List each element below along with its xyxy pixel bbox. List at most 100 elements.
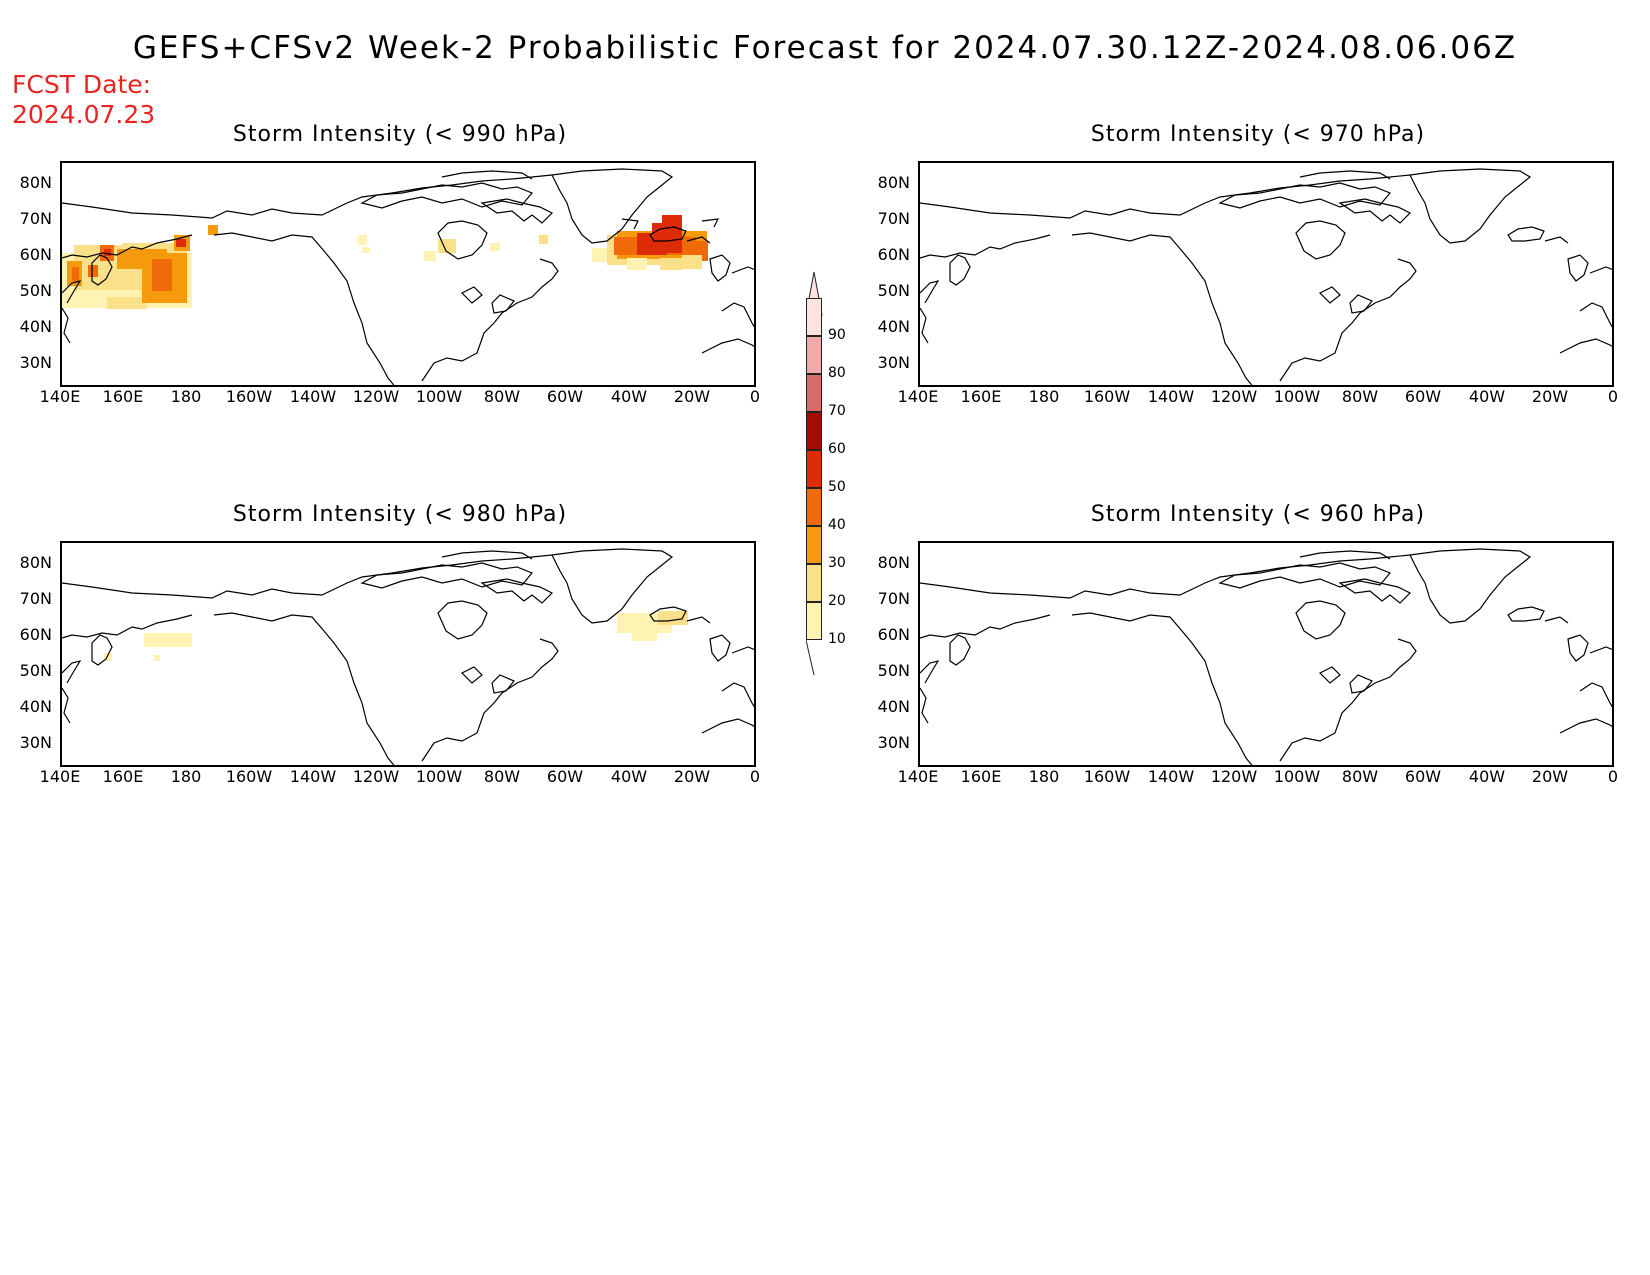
lon-label: 60W [1404,767,1442,786]
colorbar-segment [806,450,822,488]
lat-label: 30N [19,733,52,752]
colorbar-segment [806,336,822,374]
lon-label: 80W [483,387,521,406]
lon-label: 120W [352,767,400,786]
panel-970hpa: Storm Intensity (< 970 hPa) [858,122,1650,406]
lat-label: 40N [19,317,52,336]
colorbar-segment [806,374,822,412]
lon-label: 60W [1404,387,1442,406]
lon-label: 160E [102,387,144,406]
lat-label: 70N [877,589,910,608]
lon-label: 140E [39,387,81,406]
probability-shading [62,215,708,309]
lat-label: 50N [19,281,52,300]
lat-label: 60N [877,245,910,264]
lat-label: 60N [877,625,910,644]
lat-label: 80N [19,553,52,572]
lat-label: 30N [877,353,910,372]
map-canvas-980hpa [62,548,754,765]
lat-label: 70N [19,589,52,608]
lon-label: 140E [897,767,939,786]
lon-label: 40W [610,767,648,786]
lon-label: 20W [1531,767,1569,786]
colorbar-segment [806,298,822,336]
lon-label: 0 [1607,767,1619,786]
probability-shading [104,611,688,661]
lon-label: 120W [352,387,400,406]
colorbar-label: 10 [828,631,846,647]
lon-label: 160W [1083,387,1131,406]
lon-label: 0 [749,767,761,786]
lon-label: 100W [415,767,463,786]
map-990hpa [60,161,756,387]
colorbar-segment [806,564,822,602]
lon-label: 140W [289,387,337,406]
panel-980hpa: Storm Intensity (< 980 hPa) [0,502,800,786]
lon-label: 180 [1028,767,1060,786]
lon-label: 20W [1531,387,1569,406]
coastlines [62,168,754,385]
colorbar-label: 90 [828,327,846,343]
colorbar-label: 40 [828,517,846,533]
lat-label: 60N [19,245,52,264]
lat-label: 50N [19,661,52,680]
lon-label: 140W [1147,387,1195,406]
lon-label: 40W [610,387,648,406]
lon-label: 80W [1341,767,1379,786]
colorbar-label: 80 [828,365,846,381]
lat-label: 40N [877,697,910,716]
lon-label: 140W [1147,767,1195,786]
lon-label: 140W [289,767,337,786]
colorbar-segment [806,488,822,526]
lon-label: 120W [1210,387,1258,406]
lon-label: 180 [1028,387,1060,406]
lon-label: 180 [170,767,202,786]
colorbar: 10 20 30 40 50 60 70 80 90 [806,270,876,680]
lat-label: 70N [877,209,910,228]
lon-label: 160E [960,767,1002,786]
colorbar-segment [806,602,822,640]
colorbar-label: 70 [828,403,846,419]
lat-label: 30N [19,353,52,372]
map-970hpa [918,161,1614,387]
lon-label: 0 [1607,387,1619,406]
coastlines [920,168,1612,385]
map-980hpa [60,541,756,767]
lat-label: 40N [19,697,52,716]
lat-label: 70N [19,209,52,228]
lon-label: 0 [749,387,761,406]
colorbar-label: 20 [828,593,846,609]
lon-label: 60W [546,767,584,786]
map-canvas-970hpa [920,168,1612,385]
lon-label: 20W [673,767,711,786]
lon-label: 80W [483,767,521,786]
lat-label: 50N [877,661,910,680]
lon-label: 20W [673,387,711,406]
lon-label: 60W [546,387,584,406]
colorbar-label: 50 [828,479,846,495]
lon-label: 100W [1273,387,1321,406]
lat-label: 50N [877,281,910,300]
map-960hpa [918,541,1614,767]
lat-label: 80N [877,553,910,572]
lon-label: 160W [225,387,273,406]
panel-title-970hpa: Storm Intensity (< 970 hPa) [1090,122,1426,147]
forecast-date-block: FCST Date: 2024.07.23 [12,70,155,130]
panel-960hpa: Storm Intensity (< 960 hPa) [858,502,1650,786]
lon-label: 160W [1083,767,1131,786]
lon-label: 180 [170,387,202,406]
coastlines [62,548,754,765]
coastlines [920,548,1612,765]
lon-label: 160E [102,767,144,786]
colorbar-label: 60 [828,441,846,457]
lat-label: 60N [19,625,52,644]
lon-label: 40W [1468,387,1506,406]
lon-label: 140E [39,767,81,786]
panel-title-980hpa: Storm Intensity (< 980 hPa) [232,502,568,527]
lat-label: 30N [877,733,910,752]
panel-title-990hpa: Storm Intensity (< 990 hPa) [232,122,568,147]
colorbar-segment [806,412,822,450]
panel-990hpa: Storm Intensity (< 990 hPa) [0,122,800,406]
lat-label: 80N [877,173,910,192]
lon-label: 80W [1341,387,1379,406]
